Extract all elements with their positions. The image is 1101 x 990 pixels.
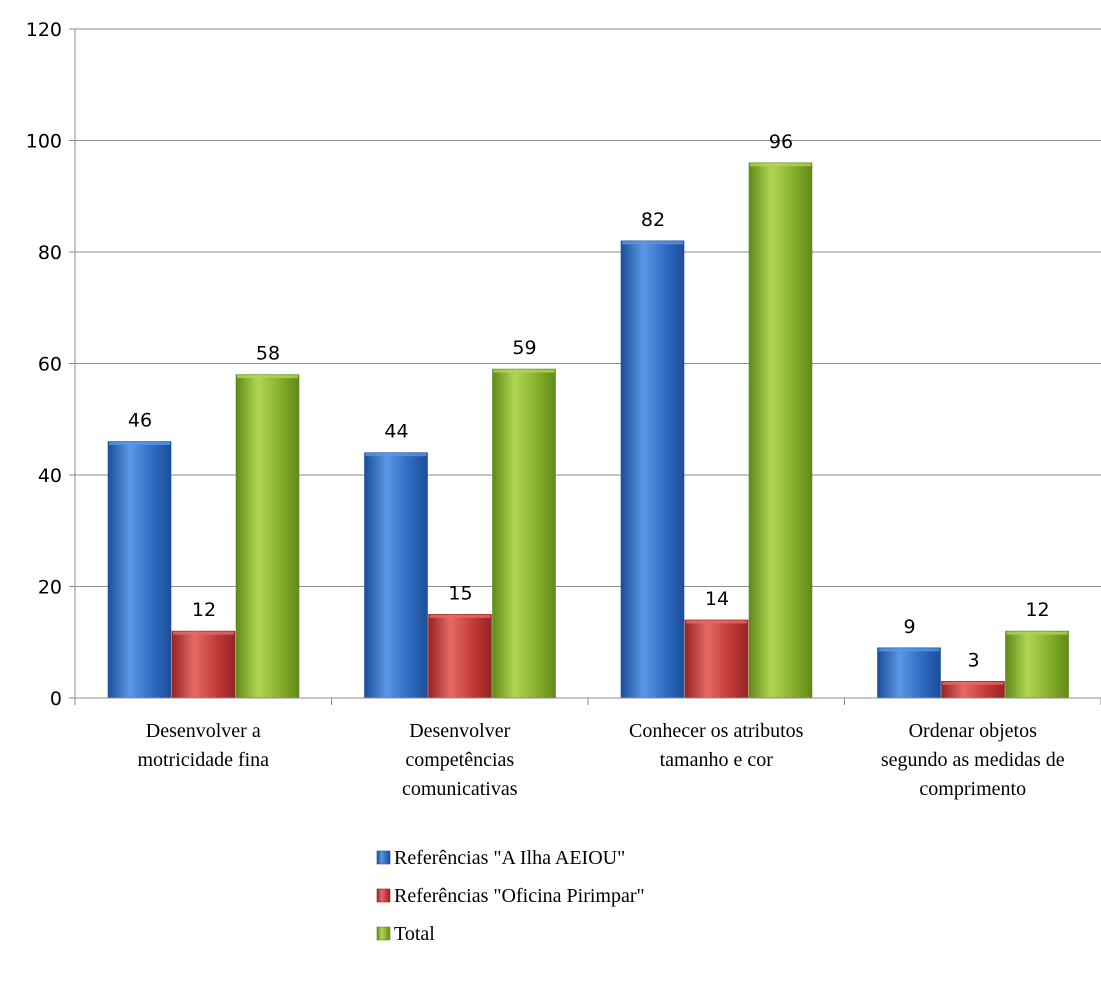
bar-top-highlight xyxy=(173,631,234,635)
data-label: 14 xyxy=(705,588,729,610)
bar-top-highlight xyxy=(237,375,298,379)
bar-top-highlight xyxy=(1006,631,1068,635)
data-label: 46 xyxy=(128,410,152,432)
data-label: 59 xyxy=(512,337,536,359)
legend-swatch xyxy=(376,888,391,903)
y-tick-label: 120 xyxy=(26,19,62,41)
data-label: 12 xyxy=(192,599,216,621)
bar-top-highlight xyxy=(493,369,555,373)
category-label: Desenvolver competências comunicativas xyxy=(402,720,518,800)
y-tick-label: 40 xyxy=(38,465,62,487)
bar-top-highlight xyxy=(878,648,940,652)
legend-label: Referências "Oficina Pirimpar" xyxy=(394,885,645,907)
legend-label: Total xyxy=(394,923,435,945)
bar-top-highlight xyxy=(686,620,747,624)
legend-swatch xyxy=(376,926,391,941)
bar xyxy=(492,368,556,699)
bar xyxy=(620,240,685,699)
bar-top-highlight xyxy=(109,442,170,446)
data-label: 82 xyxy=(641,209,665,231)
bar xyxy=(171,630,236,699)
data-label: 3 xyxy=(967,649,979,671)
y-tick-label: 80 xyxy=(38,242,62,264)
y-tick-label: 0 xyxy=(50,688,62,710)
bar-top-highlight xyxy=(622,241,683,245)
legend-label: Referências "A Ilha AEIOU" xyxy=(394,847,625,869)
bar-top-highlight xyxy=(365,453,427,457)
data-label: 96 xyxy=(769,131,793,153)
bar-top-highlight xyxy=(429,614,491,618)
bar xyxy=(364,452,428,699)
y-axis: 0 20 40 60 80 100 120 xyxy=(26,19,76,710)
bar xyxy=(1005,630,1069,699)
data-label: 44 xyxy=(384,421,408,443)
bar-top-highlight xyxy=(942,681,1004,685)
bar xyxy=(235,374,300,699)
y-tick-label: 20 xyxy=(38,577,62,599)
bars: 46 12 58 44 15 59 82 14 96 9 3 12 xyxy=(107,131,1069,699)
data-label: 58 xyxy=(256,343,280,365)
category-label: Ordenar objetos segundo as medidas de comp… xyxy=(881,720,1065,800)
data-label: 9 xyxy=(903,616,915,638)
bar xyxy=(428,614,492,699)
x-axis: Desenvolver a motricidade fina Desenvolver… xyxy=(74,697,1101,800)
y-tick-label: 60 xyxy=(38,354,62,376)
bar-top-highlight xyxy=(750,163,811,167)
legend: Referências "A Ilha AEIOU" Referências "O… xyxy=(376,847,645,945)
bar xyxy=(684,619,749,699)
bar xyxy=(748,162,813,699)
data-label: 12 xyxy=(1025,599,1049,621)
data-label: 15 xyxy=(448,582,472,604)
y-tick-label: 100 xyxy=(26,131,62,153)
bar xyxy=(107,441,172,699)
bar xyxy=(877,647,941,699)
category-label: Desenvolver a motricidade fina xyxy=(137,720,269,771)
legend-swatch xyxy=(376,850,391,865)
gridlines xyxy=(75,28,1101,587)
category-label: Conhecer os atributos tamanho e cor xyxy=(629,720,804,771)
